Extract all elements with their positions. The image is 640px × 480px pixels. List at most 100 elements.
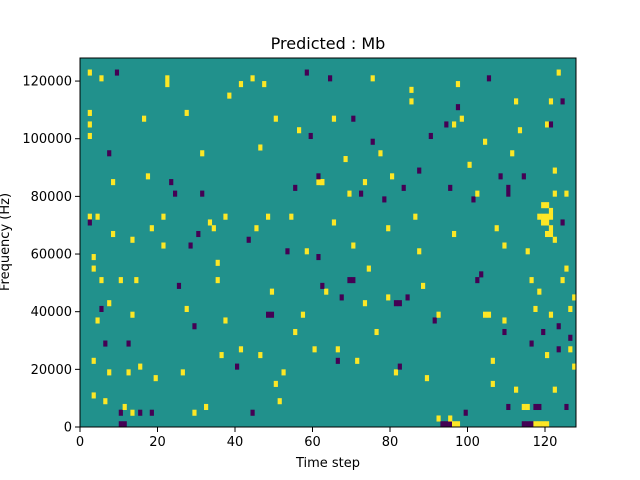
heatmap-cell	[483, 311, 488, 318]
heatmap-cell	[417, 167, 422, 174]
heatmap-cell	[223, 317, 228, 324]
heatmap-cell	[506, 184, 511, 191]
heatmap-cell	[370, 138, 375, 145]
heatmap-cell	[556, 346, 561, 353]
heatmap-cell	[246, 236, 251, 243]
heatmap-cell	[351, 115, 356, 122]
x-tick-label: 100	[455, 435, 480, 450]
heatmap-cell	[107, 369, 112, 376]
heatmap-cell	[486, 311, 492, 318]
heatmap-cell	[386, 294, 391, 301]
heatmap-cell	[200, 190, 205, 197]
heatmap-cell	[180, 369, 185, 376]
heatmap-cell	[250, 75, 255, 82]
heatmap-cell	[393, 300, 399, 307]
heatmap-cell	[99, 305, 104, 312]
heatmap-cell	[432, 317, 437, 324]
heatmap-cell	[490, 380, 495, 387]
heatmap-cell	[467, 161, 472, 168]
heatmap-cell	[390, 173, 395, 180]
y-axis: 0 20000 40000 60000 80000 100000 120000	[22, 75, 80, 436]
heatmap-cell	[529, 421, 534, 428]
heatmap-cell	[142, 115, 147, 122]
heatmap-cell	[537, 213, 542, 220]
heatmap-cell	[564, 403, 569, 411]
heatmap-cell	[552, 386, 557, 393]
heatmap-cell	[254, 225, 259, 232]
heatmap-cell	[537, 403, 542, 411]
heatmap-cell	[87, 109, 92, 116]
heatmap-cell	[545, 121, 550, 128]
heatmap-cell	[87, 219, 92, 226]
heatmap-cell	[564, 190, 569, 197]
heatmap-cell	[436, 415, 441, 422]
y-tick-label: 0	[64, 421, 72, 436]
heatmap-cell	[184, 305, 189, 312]
heatmap-cell	[506, 403, 511, 411]
heatmap-cell	[541, 202, 546, 209]
heatmap-cell	[320, 179, 325, 186]
heatmap-cell	[134, 277, 139, 284]
heatmap-cell	[347, 190, 352, 197]
heatmap-cell	[568, 334, 573, 341]
heatmap-background	[80, 58, 576, 427]
heatmap-cell	[103, 398, 108, 405]
heatmap-cell	[463, 409, 468, 416]
heatmap-cell	[471, 196, 476, 203]
heatmap-cell	[215, 259, 220, 266]
heatmap-cell	[409, 98, 414, 105]
heatmap-cell	[320, 282, 325, 289]
heatmap-cell	[483, 138, 488, 145]
heatmap-cell	[436, 311, 441, 318]
heatmap-cell	[165, 81, 170, 88]
heatmap-cell	[452, 421, 457, 428]
heatmap-cell	[490, 357, 495, 364]
heatmap-cell	[176, 282, 182, 289]
heatmap-cell	[548, 230, 554, 238]
heatmap-cell	[335, 346, 340, 353]
heatmap-cell	[541, 219, 546, 226]
heatmap-cell	[409, 86, 414, 93]
heatmap-cell	[374, 328, 379, 336]
heatmap-cell	[393, 369, 399, 376]
heatmap-cell	[525, 248, 530, 255]
heatmap-cell	[149, 409, 154, 416]
heatmap-cell	[502, 317, 507, 324]
heatmap-cell	[118, 421, 123, 428]
heatmap-cell	[421, 282, 426, 289]
heatmap-cell	[145, 173, 151, 180]
heatmap-cell	[211, 225, 216, 232]
heatmap-cell	[417, 248, 422, 255]
heatmap-cell	[556, 69, 561, 76]
heatmap-cell	[161, 242, 166, 249]
heatmap-cell	[370, 75, 375, 82]
heatmap-cell	[328, 75, 333, 82]
heatmap-cell	[405, 294, 410, 301]
heatmap-cell	[149, 225, 154, 232]
heatmap-cell	[339, 294, 344, 301]
heatmap-cell	[91, 254, 96, 261]
heatmap-cell	[153, 375, 158, 382]
heatmap-cell	[459, 115, 464, 122]
heatmap-cell	[138, 409, 143, 416]
heatmap-cell	[95, 317, 100, 324]
heatmap-cell	[545, 352, 550, 359]
heatmap-cell	[351, 277, 356, 284]
heatmap-cell	[552, 167, 557, 174]
heatmap-cell	[452, 121, 457, 128]
heatmap-cell	[238, 81, 244, 88]
x-tick-label: 60	[304, 435, 321, 450]
heatmap-cell	[362, 179, 368, 186]
heatmap-cell	[517, 127, 523, 134]
heatmap-cell	[514, 98, 519, 105]
heatmap-cell	[397, 363, 402, 370]
heatmap-cell	[111, 230, 116, 238]
heatmap-cell	[87, 69, 92, 76]
heatmap-cell	[250, 409, 255, 416]
heatmap-cell	[541, 213, 546, 220]
heatmap-cell	[215, 277, 220, 284]
heatmap-cell	[545, 421, 550, 428]
heatmap-cell	[560, 277, 565, 284]
heatmap-cell	[335, 357, 340, 364]
heatmap-cell	[111, 179, 116, 186]
